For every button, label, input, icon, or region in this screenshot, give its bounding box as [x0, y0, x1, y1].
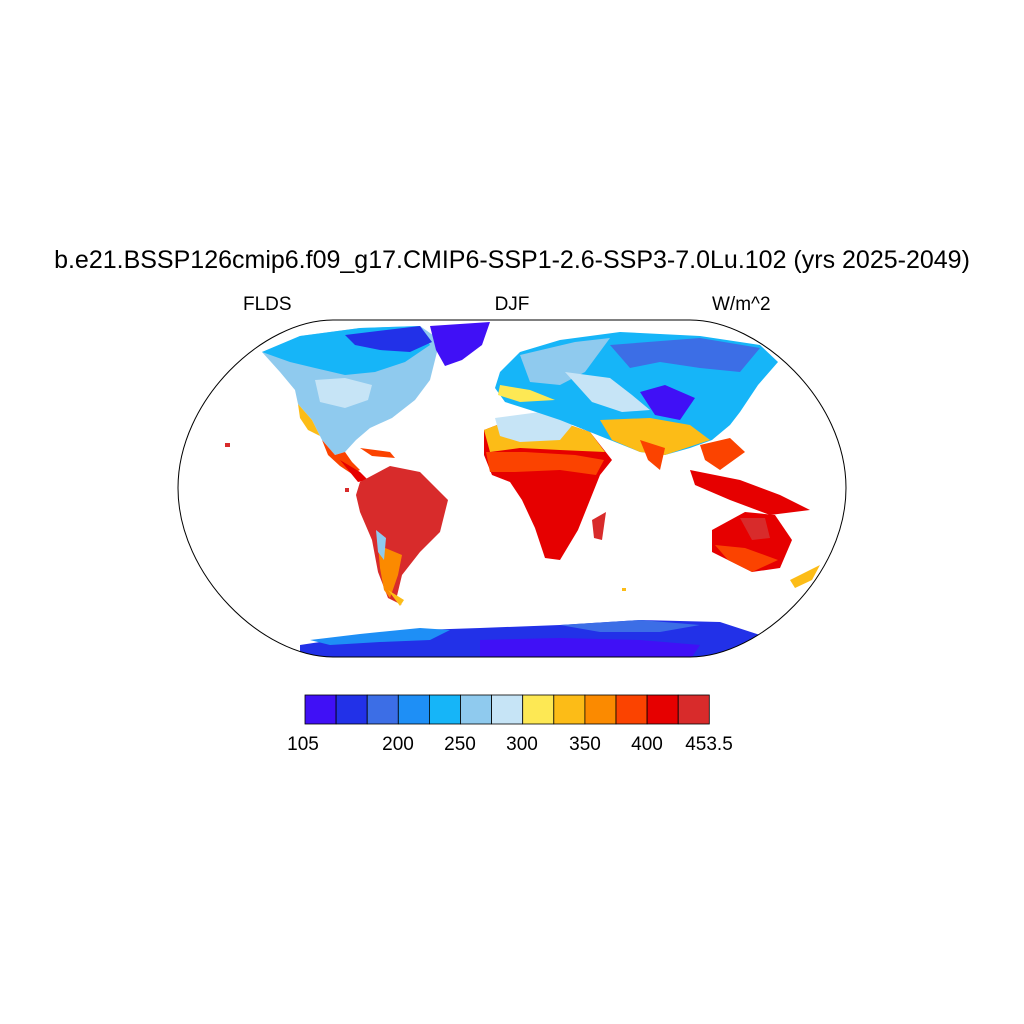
- island-marker: [225, 443, 230, 447]
- colorbar-tick-label: 400: [631, 734, 663, 755]
- plot-title: b.e21.BSSP126cmip6.f09_g17.CMIP6-SSP1-2.…: [54, 246, 970, 274]
- map-outline: [177, 319, 847, 658]
- units-label: W/m^2: [712, 294, 771, 315]
- colorbar-swatch: [615, 694, 648, 725]
- season-label: DJF: [494, 294, 530, 315]
- region-south-america: [356, 466, 448, 606]
- island-marker: [622, 588, 626, 591]
- region-eurasia: [495, 332, 810, 515]
- region-greenland: [430, 322, 490, 366]
- colorbar-swatch: [522, 694, 555, 725]
- region-antarctica: [300, 620, 760, 657]
- colorbar-swatch: [491, 694, 524, 725]
- colorbar-swatch: [553, 694, 586, 725]
- region-africa: [484, 412, 612, 560]
- colorbar-swatch: [335, 694, 368, 725]
- colorbar-labels: 105 200 250 300 350 400 453.5: [287, 734, 733, 755]
- colorbar-swatch: [460, 694, 493, 725]
- colorbar-swatch: [584, 694, 617, 725]
- region-australia: [712, 512, 820, 588]
- island-marker: [345, 488, 349, 492]
- colorbar-swatch: [397, 694, 430, 725]
- colorbar: [304, 694, 710, 725]
- colorbar-swatch: [304, 694, 337, 725]
- variable-label: FLDS: [243, 294, 292, 315]
- colorbar-swatch: [677, 694, 710, 725]
- colorbar-tick-label: 300: [506, 734, 538, 755]
- colorbar-tick-label: 105: [287, 734, 319, 755]
- colorbar-swatch: [366, 694, 399, 725]
- colorbar-swatch: [646, 694, 679, 725]
- colorbar-tick-label: 200: [382, 734, 414, 755]
- map-area: [178, 320, 846, 657]
- region-north-america: [262, 326, 440, 482]
- colorbar-tick-label: 250: [444, 734, 476, 755]
- colorbar-tick-label: 453.5: [685, 734, 733, 755]
- colorbar-tick-label: 350: [569, 734, 601, 755]
- colorbar-swatch: [428, 694, 461, 725]
